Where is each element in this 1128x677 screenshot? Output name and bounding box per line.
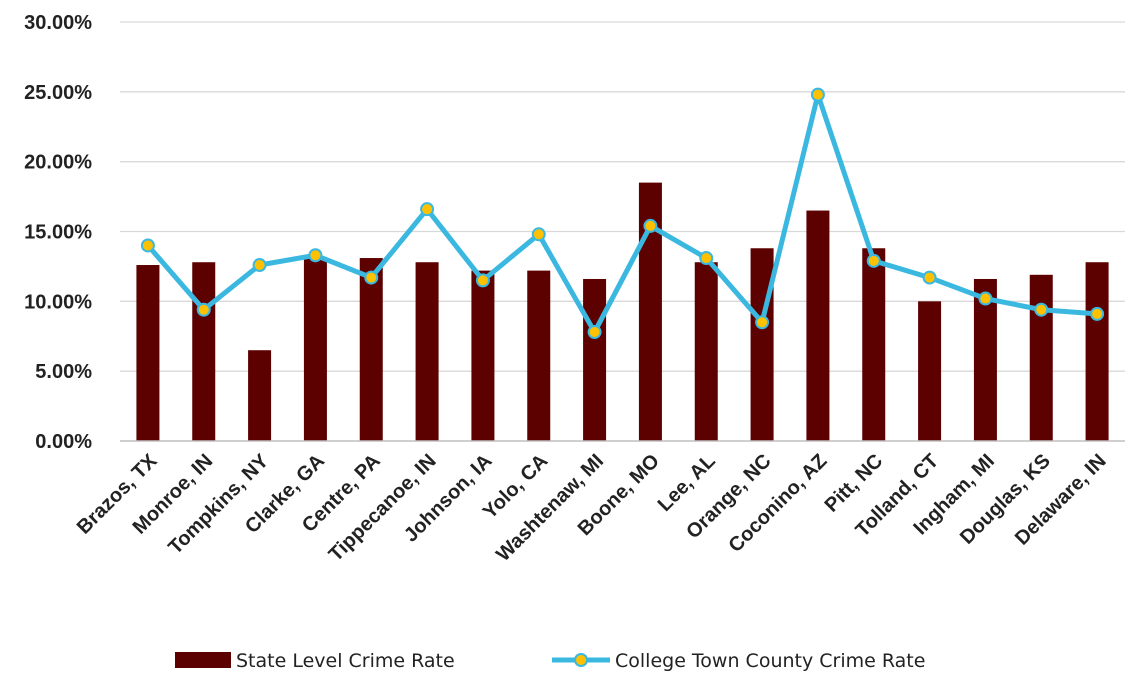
bar	[527, 271, 550, 441]
bar	[751, 248, 774, 441]
bar	[416, 262, 439, 441]
bar	[360, 258, 383, 441]
line-marker	[700, 252, 712, 264]
line-marker	[142, 239, 154, 251]
bar	[583, 279, 606, 441]
bar	[248, 350, 271, 441]
line-marker	[644, 220, 656, 232]
x-tick-label: Tompkins, NY	[164, 450, 273, 559]
line-marker	[868, 255, 880, 267]
line-path	[148, 95, 1097, 332]
y-tick-label: 15.00%	[24, 222, 92, 244]
bar	[304, 258, 327, 441]
line-marker	[1035, 304, 1047, 316]
y-tick-label: 5.00%	[35, 361, 92, 383]
line-marker	[589, 326, 601, 338]
legend-swatch-marker	[575, 654, 587, 666]
line-marker	[1091, 308, 1103, 320]
line-marker	[198, 304, 210, 316]
bar	[862, 248, 885, 441]
bar	[1030, 275, 1053, 441]
y-tick-label: 25.00%	[24, 82, 92, 104]
bar	[471, 271, 494, 441]
line-marker	[309, 249, 321, 261]
legend: State Level Crime Rate College Town Count…	[175, 650, 925, 672]
x-tick-label: Coconino, AZ	[725, 450, 832, 557]
bar	[918, 301, 941, 441]
line-marker	[979, 293, 991, 305]
bar	[695, 262, 718, 441]
y-tick-label: 10.00%	[24, 291, 92, 313]
bar	[1086, 262, 1109, 441]
line-marker	[812, 89, 824, 101]
line-marker	[365, 272, 377, 284]
line-marker	[421, 203, 433, 215]
bar-series	[136, 183, 1108, 441]
y-tick-label: 0.00%	[35, 431, 92, 453]
line-marker	[477, 274, 489, 286]
legend-label: State Level Crime Rate	[236, 650, 455, 672]
bar	[192, 262, 215, 441]
line-marker	[756, 316, 768, 328]
line-marker	[924, 272, 936, 284]
line-series	[142, 89, 1103, 338]
line-marker	[533, 228, 545, 240]
line-marker	[254, 259, 266, 271]
y-tick-label: 30.00%	[24, 12, 92, 34]
bar	[136, 265, 159, 441]
legend-label: College Town County Crime Rate	[615, 650, 925, 672]
y-axis-ticks: 0.00% 5.00% 10.00% 15.00% 20.00% 25.00% 30.00%	[24, 12, 92, 453]
bar	[806, 211, 829, 441]
legend-swatch-bar	[175, 652, 231, 668]
y-tick-label: 20.00%	[24, 152, 92, 174]
